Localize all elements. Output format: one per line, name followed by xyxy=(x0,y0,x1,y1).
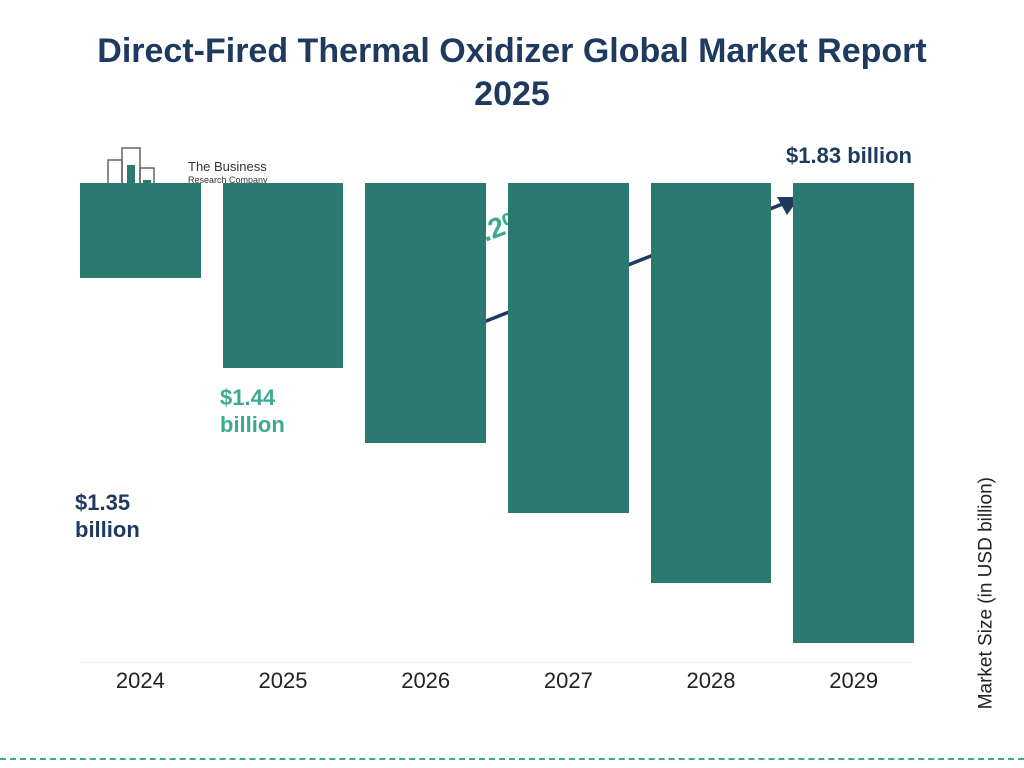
x-tick-label: 2028 xyxy=(651,668,772,694)
bar-2029: 2029 xyxy=(793,183,914,662)
x-tick-label: 2025 xyxy=(223,668,344,694)
x-tick-label: 2027 xyxy=(508,668,629,694)
value-callout-2029: $1.83 billion xyxy=(769,143,929,169)
bar-2028: 2028 xyxy=(651,183,772,662)
bar-rect xyxy=(80,183,201,278)
bar-rect xyxy=(793,183,914,643)
bar-2025: 2025 xyxy=(223,183,344,662)
bar-rect xyxy=(365,183,486,443)
bar-rect xyxy=(223,183,344,368)
bar-rect xyxy=(651,183,772,583)
x-tick-label: 2029 xyxy=(793,668,914,694)
bar-2026: 2026 xyxy=(365,183,486,662)
bottom-dashed-rule xyxy=(0,758,1024,760)
chart-title: Direct-Fired Thermal Oxidizer Global Mar… xyxy=(60,30,964,115)
bar-rect xyxy=(508,183,629,513)
y-axis-label: Market Size (in USD billion) xyxy=(975,477,997,709)
x-tick-label: 2026 xyxy=(365,668,486,694)
bars-row: 2024 2025 2026 2027 2028 2029 xyxy=(80,183,914,663)
bar-2027: 2027 xyxy=(508,183,629,662)
chart-container: Direct-Fired Thermal Oxidizer Global Mar… xyxy=(0,0,1024,768)
chart-plot-area: CAGR 6.2% $1.35 billion $1.44 billion $1… xyxy=(80,163,914,693)
bar-2024: 2024 xyxy=(80,183,201,662)
x-tick-label: 2024 xyxy=(80,668,201,694)
